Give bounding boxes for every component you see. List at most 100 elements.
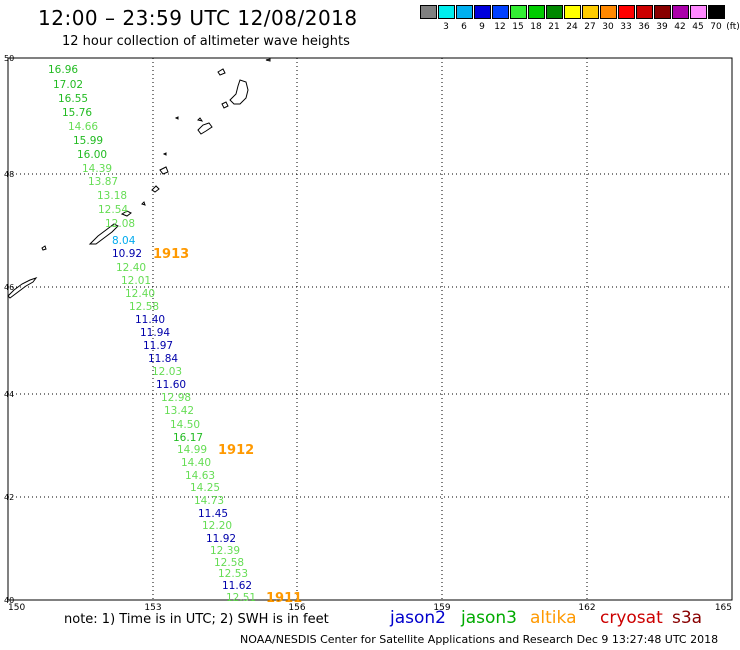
colorbar-label: 18 <box>530 22 542 32</box>
wave-height-value: 12.51 <box>226 592 256 604</box>
latitude-label: 48 <box>4 170 14 179</box>
map-frame <box>7 57 733 601</box>
map-grid <box>8 58 732 600</box>
coastline-island <box>7 277 38 299</box>
colorbar-label: 30 <box>602 22 614 32</box>
satellite-legend-jason3: jason3 <box>461 608 517 628</box>
wave-height-value: 14.39 <box>82 163 112 175</box>
longitude-label: 150 <box>8 603 25 613</box>
colorbar-label: 24 <box>566 22 578 32</box>
footer-credit: NOAA/NESDIS Center for Satellite Applica… <box>240 633 719 646</box>
coastline-island <box>120 210 132 217</box>
wave-height-value: 14.66 <box>68 121 98 133</box>
wave-height-value: 14.40 <box>181 457 211 469</box>
wave-height-value: 14.25 <box>190 482 220 494</box>
colorbar-label: 33 <box>620 22 632 32</box>
colorbar-label: 27 <box>584 22 596 32</box>
colorbar-label: 42 <box>674 22 686 32</box>
wave-height-value: 17.02 <box>53 79 83 91</box>
colorbar-cell <box>582 5 599 19</box>
colorbar-cell <box>456 5 473 19</box>
wave-height-value: 13.87 <box>88 176 118 188</box>
colorbar-label: 45 <box>692 22 704 32</box>
wave-height-value: 12.40 <box>116 262 146 274</box>
colorbar-cell <box>492 5 509 19</box>
wave-height-value: 16.55 <box>58 93 88 105</box>
colorbar-cell <box>564 5 581 19</box>
wave-height-value: 11.60 <box>156 379 186 391</box>
colorbar-cell <box>474 5 491 19</box>
coastline-island <box>141 201 146 206</box>
longitude-label: 165 <box>715 603 732 613</box>
colorbar-cell <box>708 5 725 19</box>
wave-height-value: 11.97 <box>143 340 173 352</box>
wave-height-value: 11.94 <box>140 327 170 339</box>
coastline-island <box>162 152 167 156</box>
coastline-island <box>174 116 179 120</box>
wave-height-value: 8.04 <box>112 235 136 247</box>
latitude-label: 40 <box>4 596 14 605</box>
colorbar-cell <box>438 5 455 19</box>
colorbar-label: 12 <box>494 22 506 32</box>
latitude-label: 42 <box>4 493 14 502</box>
colorbar-cell <box>510 5 527 19</box>
pass-time-label: 1913 <box>153 247 189 262</box>
colorbar-cell <box>690 5 707 19</box>
wave-height-value: 12.98 <box>161 392 191 404</box>
satellite-legend-jason2: jason2 <box>390 608 446 628</box>
wave-height-value: 12.58 <box>214 557 244 569</box>
wave-height-value: 12.20 <box>202 520 232 532</box>
colorbar-label: 21 <box>548 22 560 32</box>
longitude-label: 156 <box>288 603 305 613</box>
longitude-label: 153 <box>144 603 161 613</box>
latitude-label: 46 <box>4 283 14 292</box>
coastline-island <box>217 68 226 76</box>
coastline-island <box>197 122 213 135</box>
wave-height-value: 16.96 <box>48 64 78 76</box>
colorbar-label: 15 <box>512 22 524 32</box>
satellite-legend-altika: altika <box>530 608 577 628</box>
wave-height-value: 11.92 <box>206 533 236 545</box>
observation-labels: 16.96 17.02 16.55 15.76 14.66 15.99 16.00 14.39… <box>48 64 256 604</box>
latitude-labels: 50 48 46 44 42 40 <box>4 54 14 605</box>
page-title: 12:00 – 23:59 UTC 12/08/2018 <box>38 6 358 30</box>
coastline-island <box>197 117 204 122</box>
wave-height-value: 11.84 <box>148 353 178 365</box>
satellite-legend-cryosat: cryosat <box>600 608 663 628</box>
colorbar-cell <box>420 5 437 19</box>
colorbar-label: 3 <box>443 22 449 32</box>
colorbar-unit: (ft) <box>726 22 740 32</box>
wave-height-value: 14.73 <box>194 495 224 507</box>
footer-note: note: 1) Time is in UTC; 2) SWH is in fe… <box>64 612 329 627</box>
coastline-island <box>151 185 160 193</box>
colorbar-cell <box>636 5 653 19</box>
wave-height-value: 16.00 <box>77 149 107 161</box>
pass-time-label: 1911 <box>266 591 302 606</box>
wave-height-value: 12.39 <box>210 545 240 557</box>
coastline-island <box>88 223 119 245</box>
wave-height-value: 11.40 <box>135 314 165 326</box>
wave-height-value: 15.99 <box>73 135 103 147</box>
longitude-label: 162 <box>578 603 595 613</box>
wave-height-value: 13.18 <box>97 190 127 202</box>
coastline <box>7 58 271 299</box>
colorbar-label: 9 <box>479 22 485 32</box>
colorbar-cell <box>672 5 689 19</box>
wave-height-value: 12.53 <box>218 568 248 580</box>
wave-height-value: 14.50 <box>170 419 200 431</box>
wave-height-value: 11.45 <box>198 508 228 520</box>
latitude-label: 50 <box>4 54 14 63</box>
wave-height-value: 12.58 <box>129 301 159 313</box>
wave-height-value: 12.54 <box>98 204 128 216</box>
longitude-label: 159 <box>433 603 450 613</box>
longitude-labels: 150 153 156 159 162 165 <box>8 603 732 613</box>
coastline-island <box>159 166 169 175</box>
colorbar-cell <box>528 5 545 19</box>
coastline-island <box>229 79 249 105</box>
wave-height-value: 14.63 <box>185 470 215 482</box>
colorbar-cell <box>654 5 671 19</box>
coastline-island <box>41 245 47 251</box>
coastline-island <box>265 58 271 62</box>
colorbar-label: 6 <box>461 22 467 32</box>
